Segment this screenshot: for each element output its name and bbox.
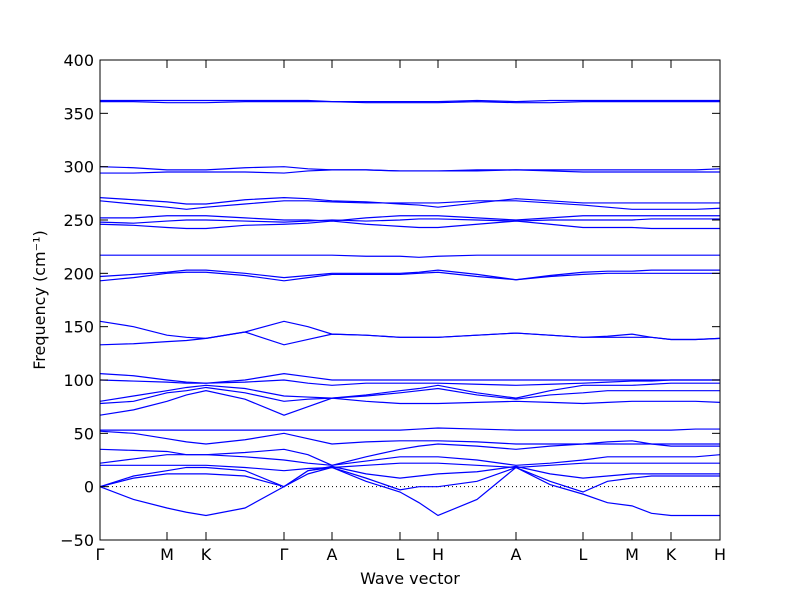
band-line xyxy=(99,271,720,282)
band-line xyxy=(99,196,720,208)
x-tick-label: K xyxy=(201,545,212,564)
y-tick-label: 250 xyxy=(63,211,94,230)
band-line xyxy=(99,466,720,517)
x-tick-label: M xyxy=(625,545,639,564)
plot-frame xyxy=(99,59,721,541)
band-line xyxy=(100,169,720,174)
band-line xyxy=(99,220,720,230)
x-axis-label: Wave vector xyxy=(360,569,460,588)
y-tick-label: 100 xyxy=(63,371,94,390)
band-line xyxy=(99,386,720,405)
y-axis-label: Frequency (cm⁻¹) xyxy=(30,230,49,369)
band-line xyxy=(100,427,720,431)
band-line xyxy=(99,218,720,224)
band-line xyxy=(99,379,720,386)
band-line xyxy=(100,462,720,472)
x-tick-label: M xyxy=(160,545,174,564)
x-tick-label: L xyxy=(579,545,588,564)
x-tick-label: H xyxy=(432,545,444,564)
x-tick-label: Γ xyxy=(280,545,289,564)
x-tick-label: H xyxy=(714,545,726,564)
band-line xyxy=(99,269,720,281)
y-tick-label: 0 xyxy=(84,478,94,497)
band-line xyxy=(99,382,720,402)
x-tick-label: A xyxy=(327,545,338,564)
band-line xyxy=(100,215,720,222)
y-tick-label: 400 xyxy=(63,51,94,70)
band-line xyxy=(99,390,721,416)
y-tick-label: 50 xyxy=(74,424,94,443)
band-line xyxy=(99,465,720,488)
band-line xyxy=(99,331,721,346)
band-line xyxy=(99,454,721,466)
x-tick-label: A xyxy=(511,545,522,564)
y-tick-label: 200 xyxy=(63,264,94,283)
y-tick-label: 350 xyxy=(63,104,94,123)
band-line xyxy=(100,100,720,104)
x-tick-label: K xyxy=(666,545,677,564)
x-tick-label: L xyxy=(396,545,405,564)
y-tick-label: 300 xyxy=(63,158,94,177)
band-line xyxy=(100,99,720,103)
y-tick-label: −50 xyxy=(60,531,94,550)
band-line xyxy=(99,200,721,210)
y-tick-label: 150 xyxy=(63,318,94,337)
band-line xyxy=(99,466,720,493)
x-tick-label: Γ xyxy=(96,545,105,564)
band-line xyxy=(99,430,720,445)
band-line xyxy=(100,254,720,258)
